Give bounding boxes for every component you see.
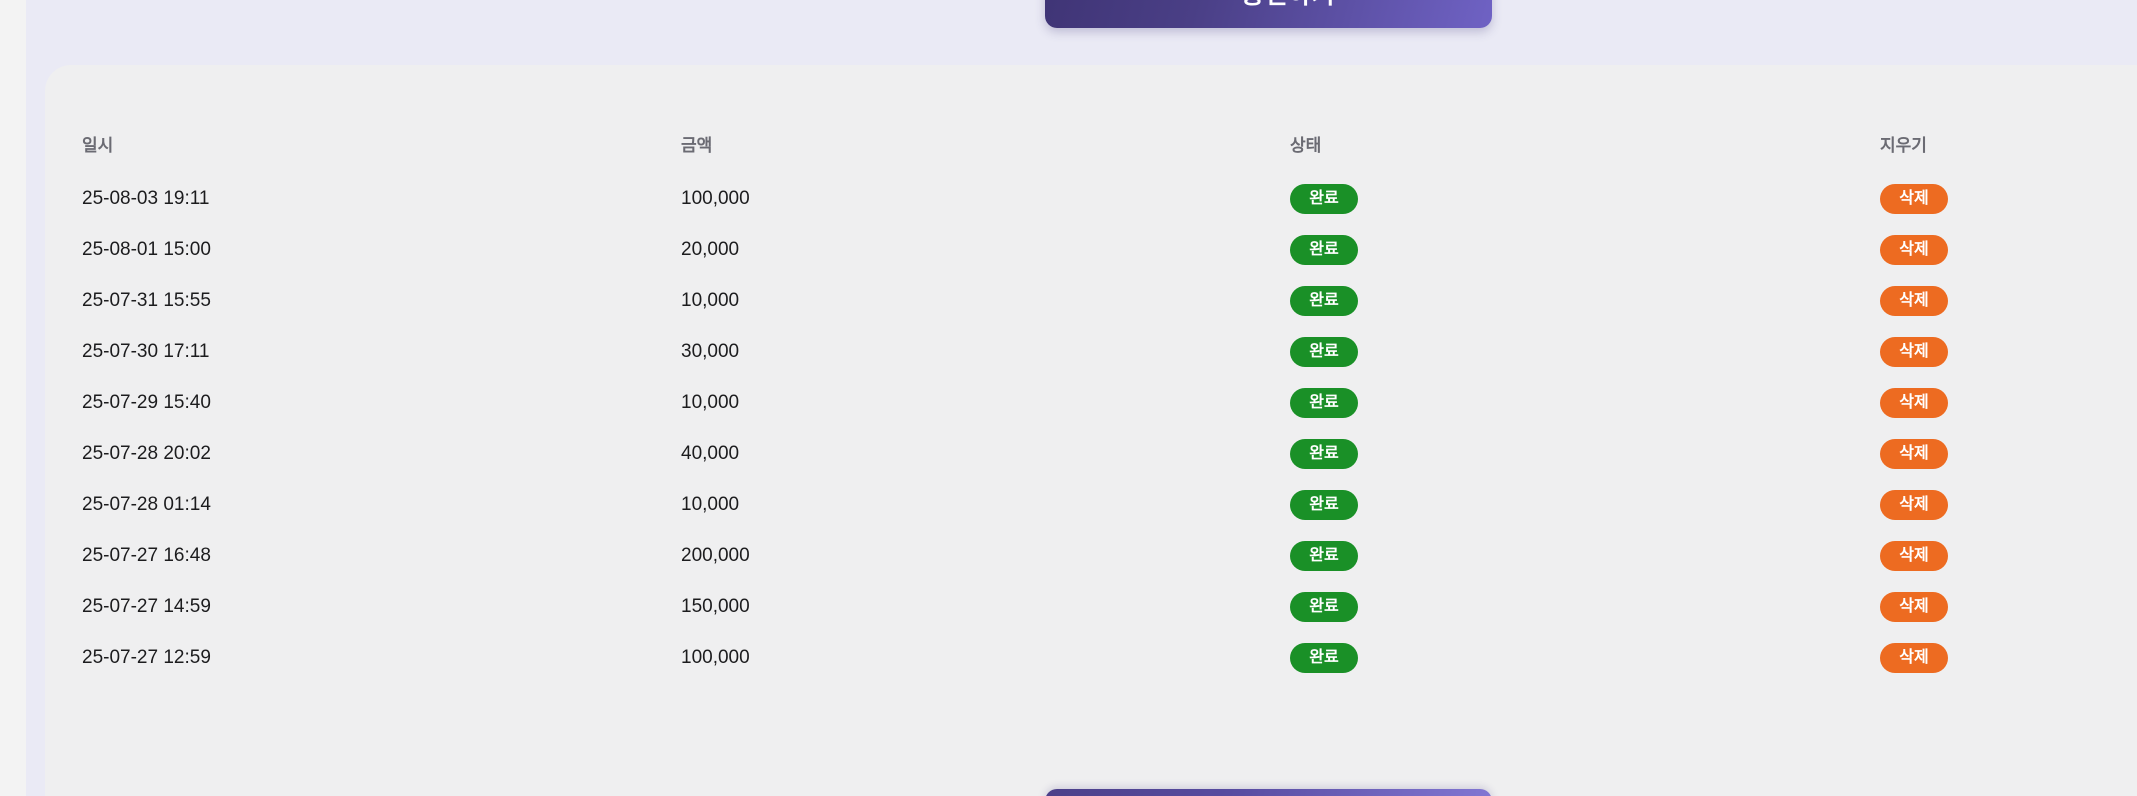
status-badge: 완료 <box>1290 336 1358 367</box>
status-badge: 완료 <box>1290 540 1358 571</box>
transaction-history-card: 일시 금액 상태 지우기 25-08-03 19:11 100,000 완료 <box>45 65 2137 796</box>
status-badge: 완료 <box>1290 183 1358 214</box>
cell-amount: 10,000 <box>681 289 740 311</box>
cell-amount: 200,000 <box>681 544 750 566</box>
cell-date: 25-08-03 19:11 <box>82 187 210 209</box>
cell-amount: 10,000 <box>681 391 740 413</box>
delete-button[interactable]: 삭제 <box>1880 540 1948 571</box>
cell-date: 25-07-27 14:59 <box>82 595 211 617</box>
table-body: 25-08-03 19:11 100,000 완료 삭제 25-08-01 15… <box>82 173 2082 683</box>
table-row: 25-07-28 01:14 10,000 완료 삭제 <box>82 479 2082 530</box>
cell-date: 25-07-29 15:40 <box>82 391 211 413</box>
table-row: 25-07-31 15:55 10,000 완료 삭제 <box>82 275 2082 326</box>
cell-date: 25-07-27 12:59 <box>82 646 211 668</box>
cell-amount: 100,000 <box>681 646 750 668</box>
charge-button-top[interactable]: 충전하기 <box>1045 0 1492 28</box>
table-row: 25-07-27 14:59 150,000 완료 삭제 <box>82 581 2082 632</box>
left-page-gutter <box>0 0 26 796</box>
delete-button[interactable]: 삭제 <box>1880 234 1948 265</box>
table-row: 25-07-27 16:48 200,000 완료 삭제 <box>82 530 2082 581</box>
cell-amount: 20,000 <box>681 238 740 260</box>
table-row: 25-07-28 20:02 40,000 완료 삭제 <box>82 428 2082 479</box>
status-badge: 완료 <box>1290 642 1358 673</box>
bottom-action-button[interactable] <box>1045 789 1492 796</box>
cell-amount: 40,000 <box>681 442 740 464</box>
cell-date: 25-07-27 16:48 <box>82 544 211 566</box>
column-header-date: 일시 <box>82 135 114 155</box>
delete-button[interactable]: 삭제 <box>1880 387 1948 418</box>
status-badge: 완료 <box>1290 387 1358 418</box>
charge-button-top-label: 충전하기 <box>1241 0 1335 11</box>
delete-button[interactable]: 삭제 <box>1880 438 1948 469</box>
status-badge: 완료 <box>1290 438 1358 469</box>
column-header-delete: 지우기 <box>1880 135 1927 155</box>
delete-button[interactable]: 삭제 <box>1880 285 1948 316</box>
delete-button[interactable]: 삭제 <box>1880 489 1948 520</box>
table-header-row: 일시 금액 상태 지우기 <box>82 128 2082 164</box>
column-header-status: 상태 <box>1290 135 1322 155</box>
table-row: 25-07-29 15:40 10,000 완료 삭제 <box>82 377 2082 428</box>
cell-date: 25-07-31 15:55 <box>82 289 211 311</box>
status-badge: 완료 <box>1290 489 1358 520</box>
cell-amount: 10,000 <box>681 493 740 515</box>
table-row: 25-08-03 19:11 100,000 완료 삭제 <box>82 173 2082 224</box>
cell-date: 25-08-01 15:00 <box>82 238 211 260</box>
table-row: 25-07-30 17:11 30,000 완료 삭제 <box>82 326 2082 377</box>
column-header-amount: 금액 <box>681 135 713 155</box>
cell-date: 25-07-30 17:11 <box>82 340 210 362</box>
table-row: 25-07-27 12:59 100,000 완료 삭제 <box>82 632 2082 683</box>
cell-amount: 100,000 <box>681 187 750 209</box>
card-plus-icon <box>1202 0 1228 6</box>
cell-date: 25-07-28 20:02 <box>82 442 211 464</box>
cell-date: 25-07-28 01:14 <box>82 493 211 515</box>
delete-button[interactable]: 삭제 <box>1880 642 1948 673</box>
cell-amount: 30,000 <box>681 340 740 362</box>
status-badge: 완료 <box>1290 234 1358 265</box>
status-badge: 완료 <box>1290 285 1358 316</box>
cell-amount: 150,000 <box>681 595 750 617</box>
delete-button[interactable]: 삭제 <box>1880 591 1948 622</box>
transaction-table: 일시 금액 상태 지우기 25-08-03 19:11 100,000 완료 <box>82 128 2082 683</box>
delete-button[interactable]: 삭제 <box>1880 336 1948 367</box>
delete-button[interactable]: 삭제 <box>1880 183 1948 214</box>
status-badge: 완료 <box>1290 591 1358 622</box>
table-row: 25-08-01 15:00 20,000 완료 삭제 <box>82 224 2082 275</box>
